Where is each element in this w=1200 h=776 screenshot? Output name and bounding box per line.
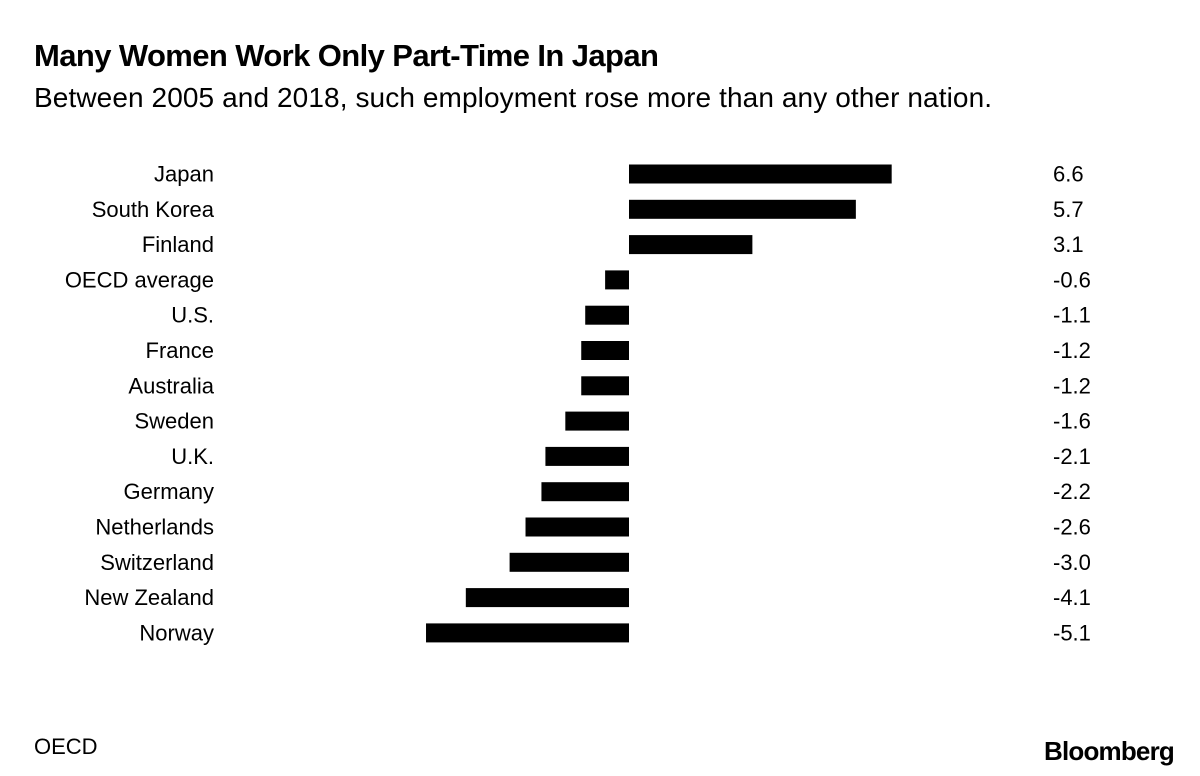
category-label: OECD average xyxy=(65,267,214,292)
value-label: 6.6 xyxy=(1053,162,1084,187)
value-label: -1.6 xyxy=(1053,409,1091,434)
value-label: -1.2 xyxy=(1053,338,1091,363)
category-label: Japan xyxy=(154,162,214,187)
bar xyxy=(545,446,629,466)
value-label: -3.0 xyxy=(1053,550,1091,575)
value-label: -2.6 xyxy=(1053,515,1091,540)
bar xyxy=(509,552,629,572)
category-label: Netherlands xyxy=(95,515,214,540)
bar xyxy=(629,235,753,255)
category-label: France xyxy=(146,338,214,363)
value-label: -2.1 xyxy=(1053,444,1091,469)
bar xyxy=(426,623,629,643)
value-label: -1.1 xyxy=(1053,303,1091,328)
category-label: Norway xyxy=(139,620,214,645)
source-note: OECD xyxy=(34,734,98,759)
bar xyxy=(525,517,629,537)
bar xyxy=(465,588,629,608)
value-label: -0.6 xyxy=(1053,267,1091,292)
category-label: Sweden xyxy=(134,409,214,434)
category-label: U.S. xyxy=(171,303,214,328)
chart-subtitle: Between 2005 and 2018, such employment r… xyxy=(34,82,993,113)
value-label: -2.2 xyxy=(1053,479,1091,504)
category-label: South Korea xyxy=(92,197,215,222)
bar xyxy=(565,411,629,431)
category-label: Germany xyxy=(124,479,214,504)
bar xyxy=(581,376,629,396)
value-label: 5.7 xyxy=(1053,197,1084,222)
bar xyxy=(629,164,892,184)
value-label: -4.1 xyxy=(1053,585,1091,610)
category-label: Switzerland xyxy=(100,550,214,575)
bar xyxy=(629,199,856,219)
category-label: U.K. xyxy=(171,444,214,469)
category-label: Finland xyxy=(142,232,214,257)
value-label: -5.1 xyxy=(1053,620,1091,645)
category-label: Australia xyxy=(128,373,214,398)
value-label: 3.1 xyxy=(1053,232,1084,257)
bar xyxy=(581,341,629,360)
bar xyxy=(605,270,629,290)
chart-title: Many Women Work Only Part-Time In Japan xyxy=(34,38,659,73)
category-label: New Zealand xyxy=(84,585,214,610)
value-label: -1.2 xyxy=(1053,373,1091,398)
bloomberg-logo: Bloomberg xyxy=(1043,736,1175,766)
bar xyxy=(585,305,629,325)
bar xyxy=(541,482,629,502)
